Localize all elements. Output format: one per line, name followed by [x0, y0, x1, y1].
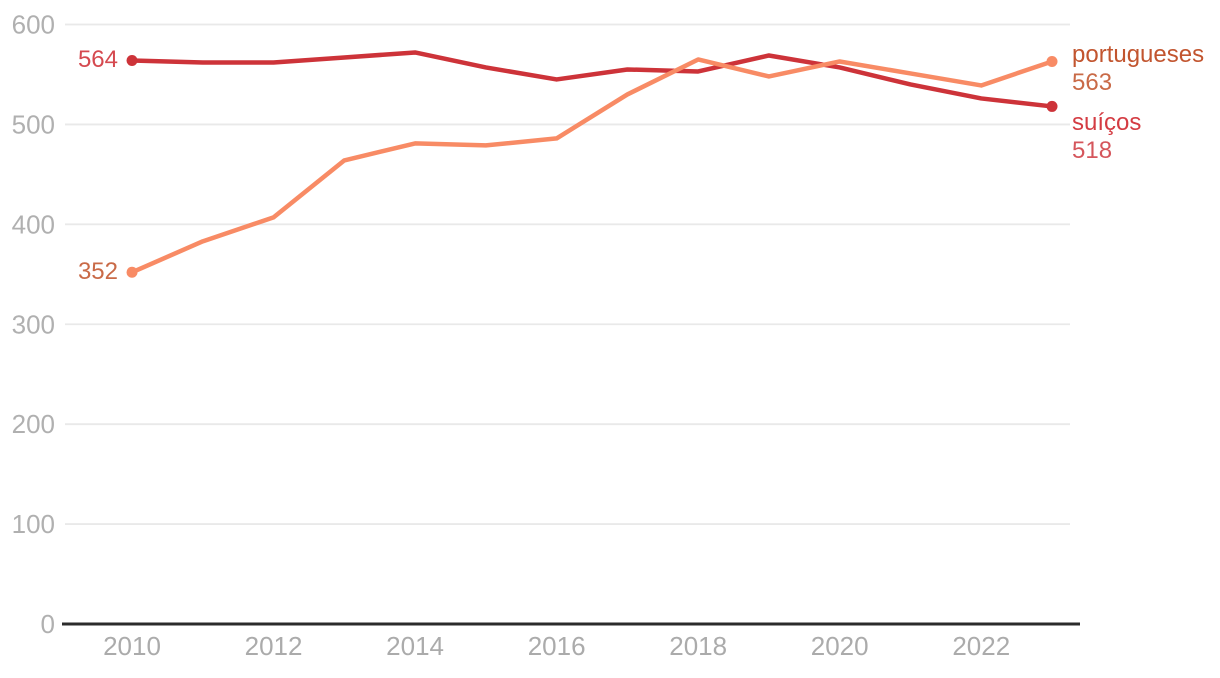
endpoint-dot-suicos	[1046, 100, 1058, 112]
y-tick-label: 200	[12, 409, 55, 439]
series-name-portugueses: portugueses	[1072, 41, 1205, 68]
endpoint-dot-portugueses	[1046, 55, 1058, 67]
series-line-suicos	[129, 50, 1055, 109]
x-tick-label: 2014	[386, 631, 444, 661]
y-tick-label: 400	[12, 209, 55, 239]
series-end-value-portugueses: 563	[1072, 69, 1113, 96]
series-line-portugueses	[129, 57, 1055, 275]
y-tick-label: 100	[12, 509, 55, 539]
x-tick-label: 2010	[103, 631, 161, 661]
y-tick-label: 0	[41, 609, 55, 639]
x-tick-label: 2022	[952, 631, 1010, 661]
start-value-portugueses: 352	[77, 258, 118, 285]
series-label-portugueses: portugueses 563	[1072, 41, 1204, 97]
x-tick-label: 2016	[528, 631, 586, 661]
series-label-suicos: suíços 518	[1072, 109, 1141, 165]
series-end-value-suicos: 518	[1072, 137, 1113, 164]
start-value-suicos: 564	[77, 46, 118, 73]
x-tick-label: 2018	[669, 631, 727, 661]
series-name-suicos: suíços	[1072, 109, 1142, 136]
endpoint-dot-portugueses	[126, 266, 138, 278]
y-tick-label: 600	[12, 10, 55, 40]
y-tick-label: 500	[12, 109, 55, 139]
endpoint-dot-suicos	[126, 54, 138, 66]
x-tick-label: 2020	[811, 631, 869, 661]
x-tick-label: 2012	[245, 631, 303, 661]
y-tick-label: 300	[12, 309, 55, 339]
